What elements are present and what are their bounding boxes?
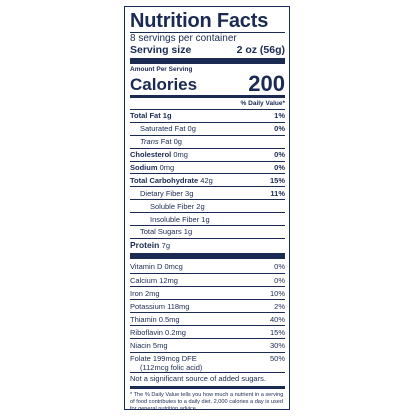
vitamin-text: Riboflavin 0.2mg [130,327,186,337]
nutrient-amount: 0g [187,124,196,134]
daily-value-footnote: * The % Daily Value tells you how much a… [130,390,285,410]
servings-per-container: 8 servings per container [130,33,237,44]
vitamin-row: Riboflavin 0.2mg 15% [130,325,285,338]
nutrient-row-insoluble-fiber: Insoluble Fiber 1g [130,212,285,225]
serving-size-value: 2 oz (56g) [236,44,285,56]
nutrition-facts-label: Nutrition Facts 8 servings per container… [124,6,290,410]
vitamin-row: Iron 2mg 10% [130,286,285,299]
vitamin-pct: 0% [274,262,285,272]
nutrient-row-soluble-fiber: Soluble Fiber 2g [130,199,285,212]
nutrient-row-dietary-fiber: Dietary Fiber 3g 11% [130,186,285,199]
label-title: Nutrition Facts [130,10,269,32]
vitamin-text: Calcium 12mg [130,275,178,285]
nutrient-pct: 1% [274,111,285,121]
nutrient-row-saturated-fat: Saturated Fat 0g 0% [130,121,285,135]
nutrient-pct: 0% [274,124,285,134]
nutrient-row-trans-fat: Trans Fat 0g [130,134,285,148]
nutrient-row-total-carbohydrate: Total Carbohydrate 42g 15% [130,173,285,186]
nutrient-name: Sodium [130,163,158,172]
nutrient-row-total-fat: Total Fat 1g 1% [130,109,285,122]
vitamin-row: Vitamin D 0mcg 0% [130,261,285,273]
vitamin-pct: 0% [274,275,285,285]
vitamin-pct: 30% [269,341,285,351]
vitamin-text: Niacin 5mg [130,341,168,351]
vitamin-text: Vitamin D 0mcg [130,262,183,272]
vitamin-pct: 10% [269,288,285,298]
vitamin-pct: 15% [269,327,285,337]
vitamin-text: Potassium 118mg [130,301,190,311]
nutrient-name: Insoluble Fiber [150,214,200,224]
nutrient-amount: 1g [201,214,210,224]
vitamin-text: Iron 2mg [130,288,160,298]
divider-thick [130,58,285,64]
nutrient-row-cholesterol: Cholesterol 0mg 0% [130,147,285,161]
nutrient-name: Total Fat [130,111,161,121]
nutrient-amount: Fat 0g [160,137,182,147]
divider [130,32,285,33]
nutrient-amount: 3g [185,188,194,198]
divider-medium [130,385,285,389]
nutrient-amount: 0mg [159,163,175,172]
nutrient-name: Cholesterol [130,150,172,160]
nutrient-amount: 0mg [173,150,188,160]
vitamin-row: Calcium 12mg 0% [130,273,285,286]
nutrient-pct: 15% [269,175,285,185]
nutrient-amount: 7g [161,240,170,250]
calories-value: 200 [248,71,285,96]
divider-thick [130,252,285,259]
divider-medium [130,95,285,98]
daily-value-header: % Daily Value* [240,100,285,107]
vitamin-pct: 2% [274,301,285,311]
nutrient-name: Dietary Fiber [140,188,183,198]
nutrient-pct: 0% [274,163,285,172]
vitamin-row: Niacin 5mg 30% [130,338,285,351]
nutrient-row-protein: Protein 7g [130,237,285,251]
vitamin-row: Potassium 118mg 2% [130,299,285,312]
amount-per-serving: Amount Per Serving [130,66,193,73]
nutrient-name: Trans [140,137,159,147]
nutrient-amount: 2g [196,201,205,211]
nutrient-amount: 42g [200,175,213,185]
nutrient-name: Soluble Fiber [150,201,195,211]
nutrient-row-total-sugars: Total Sugars 1g [130,225,285,238]
folate-pct: 50% [269,353,285,363]
nutrient-amount: 1g [183,227,193,237]
nutrient-pct: 11% [270,188,285,198]
nutrient-name: Total Sugars [140,227,182,237]
nutrient-row-sodium: Sodium 0mg 0% [130,160,285,174]
vitamin-row: Thiamin 0.5mg 40% [130,312,285,325]
footnote-text: * The % Daily Value tells you how much a… [130,391,284,410]
vitamin-text: Thiamin 0.5mg [130,314,180,324]
calories-label: Calories [130,75,198,94]
nutrient-name: Saturated Fat [140,124,186,134]
vitamin-pct: 40% [269,314,285,324]
folate-text: Folate 199mcg DFE [130,353,197,363]
added-sugars-note: Not a significant source of added sugars… [130,373,266,383]
calories-row: Calories 200 [130,71,285,96]
nutrient-amount: 1g [162,111,172,121]
divider [130,371,285,373]
folate-row: Folate 199mcg DFE (112mcg folic acid) 50… [130,351,285,372]
serving-size: Serving size 2 oz (56g) [130,44,285,56]
folate-subtext: (112mcg folic acid) [140,362,203,372]
nutrient-name: Total Carbohydrate [130,175,199,185]
nutrient-name: Protein [130,239,160,250]
serving-size-label: Serving size [130,44,192,56]
nutrient-pct: 0% [274,150,285,160]
vitamins-section: Vitamin D 0mcg 0% Calcium 12mg 0% Iron 2… [130,261,285,352]
